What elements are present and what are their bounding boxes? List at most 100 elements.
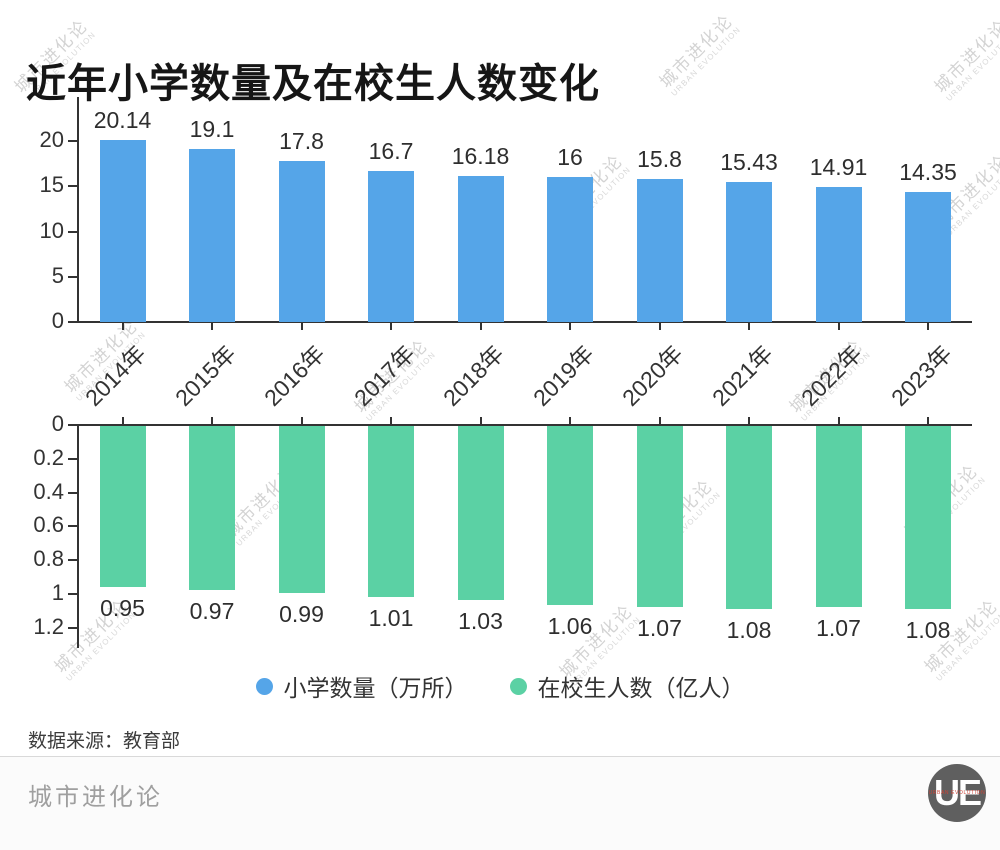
watermark-cn: 城市进化论 xyxy=(930,15,1000,97)
logo-subtext: URBAN EVOLUTION xyxy=(928,790,986,796)
bar-primary-schools xyxy=(726,182,772,322)
bar-primary-schools xyxy=(189,149,235,322)
bar-students xyxy=(905,426,951,609)
y-tick-label-bottom: 0.6 xyxy=(33,512,64,538)
legend-label-students: 在校生人数（亿人） xyxy=(537,675,745,701)
year-label: 2017年 xyxy=(348,340,420,412)
x-tick-top xyxy=(479,323,482,330)
x-tick-bottom xyxy=(837,417,840,424)
chart-title: 近年小学数量及在校生人数变化 xyxy=(26,61,600,106)
logo-letters: UE xyxy=(933,772,982,813)
y-tick-label-top: 0 xyxy=(51,308,64,333)
footer-divider xyxy=(0,756,1000,757)
value-label-students: 1.08 xyxy=(726,616,772,643)
bar-primary-schools xyxy=(99,139,146,322)
y-axis-top xyxy=(77,97,79,323)
chart-legend: 小学数量（万所） 在校生人数（亿人） xyxy=(0,669,1000,703)
y-tick-label-bottom: 0 xyxy=(51,411,64,436)
y-tick-label-bottom: 0.2 xyxy=(33,444,64,470)
bar-students xyxy=(368,426,414,597)
value-label-students: 1.06 xyxy=(547,613,593,640)
y-tick-label-top: 5 xyxy=(51,262,64,288)
x-tick-bottom xyxy=(211,417,213,424)
x-tick-bottom xyxy=(569,417,571,424)
x-tick-bottom xyxy=(927,417,929,424)
value-label-students: 1.01 xyxy=(368,604,414,631)
y-tick-label-bottom: 0.4 xyxy=(33,478,64,504)
data-source: 数据来源：教育部 xyxy=(28,731,181,752)
bar-students xyxy=(99,426,146,587)
y-tick-label-bottom: 0.8 xyxy=(33,546,64,572)
legend-swatch-green-icon xyxy=(509,677,527,695)
value-label-schools: 17.8 xyxy=(279,127,324,154)
y-tick-bottom xyxy=(68,559,78,562)
bar-students xyxy=(815,426,862,607)
x-tick-bottom xyxy=(390,417,392,424)
footer-band: 城市进化论 UE URBAN EVOLUTION xyxy=(0,757,1000,850)
bar-students xyxy=(189,426,235,590)
value-label-schools: 16.18 xyxy=(451,142,510,169)
watermark-en: URBAN EVOLUTION xyxy=(669,24,743,98)
legend-item-students: 在校生人数（亿人） xyxy=(509,669,745,703)
bar-students xyxy=(457,426,504,601)
y-tick-top xyxy=(68,275,78,278)
y-tick-bottom xyxy=(68,626,78,629)
x-tick-top xyxy=(927,323,929,330)
year-label: 2014年 xyxy=(80,340,152,412)
year-label: 2018年 xyxy=(438,340,510,412)
bar-students xyxy=(726,426,772,609)
value-label-schools: 16.7 xyxy=(368,137,414,164)
legend-item-schools: 小学数量（万所） xyxy=(255,669,468,703)
y-tick-label-bottom: 1 xyxy=(51,580,64,605)
y-tick-top xyxy=(68,321,78,323)
value-label-schools: 15.8 xyxy=(637,146,682,172)
legend-label-schools: 小学数量（万所） xyxy=(283,675,468,701)
value-label-schools: 15.43 xyxy=(720,149,778,176)
y-tick-bottom xyxy=(68,457,78,460)
x-tick-top xyxy=(211,323,213,330)
brand-name: 城市进化论 xyxy=(28,784,163,811)
year-label: 2016年 xyxy=(259,340,331,412)
bar-primary-schools xyxy=(815,187,862,322)
bar-primary-schools xyxy=(368,170,414,322)
x-tick-bottom xyxy=(300,417,303,424)
y-axis-bottom xyxy=(77,424,79,648)
year-label: 2023年 xyxy=(885,340,957,412)
value-label-schools: 19.1 xyxy=(189,116,235,143)
x-axis-bottom xyxy=(68,424,972,426)
y-tick-bottom xyxy=(68,525,78,528)
x-tick-bottom xyxy=(748,417,750,424)
value-label-schools: 16 xyxy=(557,144,583,171)
y-tick-top xyxy=(68,230,78,233)
bar-primary-schools xyxy=(278,160,325,322)
legend-swatch-blue-icon xyxy=(255,677,273,695)
x-tick-top xyxy=(390,323,392,330)
value-label-students: 1.08 xyxy=(905,616,951,643)
y-tick-top xyxy=(68,140,78,142)
x-tick-bottom xyxy=(479,417,482,424)
x-tick-top xyxy=(121,323,124,330)
bar-primary-schools xyxy=(457,175,504,322)
bar-primary-schools xyxy=(636,179,683,322)
bar-students xyxy=(278,426,325,594)
x-tick-bottom xyxy=(121,417,124,424)
x-tick-top xyxy=(748,323,750,330)
y-tick-top xyxy=(68,185,78,188)
year-label: 2015年 xyxy=(169,340,241,412)
year-label: 2020年 xyxy=(617,340,689,412)
x-tick-top xyxy=(837,323,840,330)
bar-students xyxy=(636,426,683,607)
y-tick-label-top: 10 xyxy=(39,217,64,243)
value-label-students: 0.99 xyxy=(279,601,324,628)
value-label-students: 1.07 xyxy=(637,614,682,641)
y-tick-label-bottom: 1.2 xyxy=(33,613,64,639)
value-label-students: 1.03 xyxy=(458,608,503,635)
year-label: 2022年 xyxy=(796,340,868,412)
bar-primary-schools xyxy=(905,192,951,322)
year-label: 2021年 xyxy=(706,340,778,412)
x-tick-top xyxy=(569,323,571,330)
value-label-students: 0.95 xyxy=(100,594,145,621)
